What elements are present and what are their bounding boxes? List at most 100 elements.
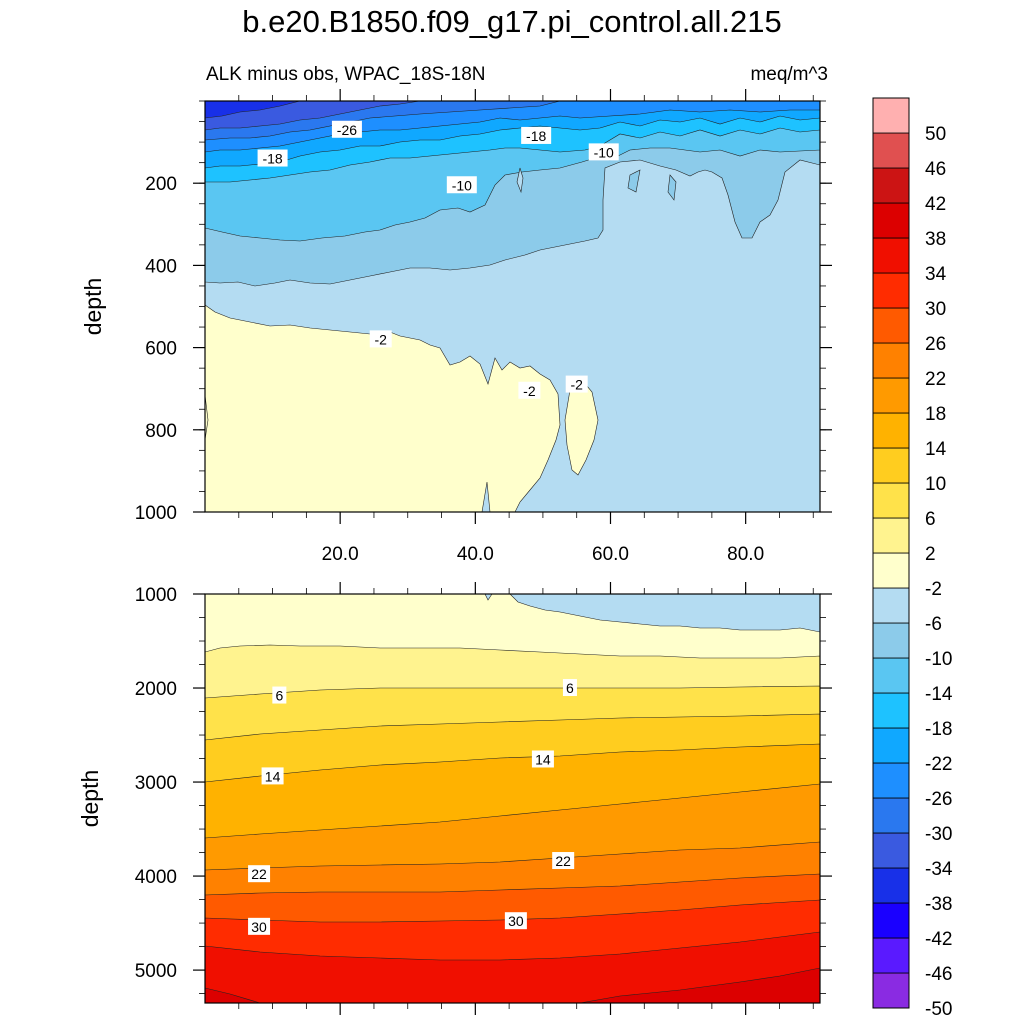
contour-label-text: -26	[337, 122, 357, 138]
contour-label-text: 30	[251, 919, 267, 935]
contour-label-text: -2	[570, 377, 583, 393]
contour-label: 6	[272, 686, 287, 704]
contour-label-text: -18	[262, 151, 282, 167]
colorbar-label: -46	[925, 964, 952, 985]
contour-label: -10	[446, 176, 477, 194]
contour-label-text: 22	[555, 853, 571, 869]
units-label: meq/m^3	[750, 64, 828, 85]
y-tick-label: 4000	[135, 867, 177, 888]
contour-label: 6	[562, 679, 577, 697]
contour-label-text: 14	[535, 751, 551, 767]
contour-label-text: -10	[594, 144, 614, 160]
contour-label-bg	[562, 679, 577, 697]
axis-labels: 200 400 600 800 1000 20.0 40.0 60.0 80.0 depth 100…	[77, 174, 764, 982]
contour-label: -18	[521, 126, 552, 144]
colorbar-frame	[872, 97, 910, 1009]
contour-label-bg	[272, 686, 287, 704]
colorbar-label: -30	[925, 824, 952, 845]
contour-label-text: -10	[452, 177, 472, 193]
x-tick-label: 40.0	[457, 544, 494, 565]
y-tick-label: 2000	[135, 679, 177, 700]
colorbar-label: 22	[925, 369, 946, 390]
contour-label-text: 14	[265, 768, 281, 784]
colorbar-label: 10	[925, 474, 946, 495]
colorbar-swatch	[872, 937, 910, 974]
colorbar-swatch	[872, 727, 910, 764]
contour-label-bg	[248, 917, 271, 935]
colorbar-swatch	[872, 972, 910, 1009]
contour-label: -10	[588, 143, 619, 161]
colorbar-swatch	[872, 237, 910, 274]
contour-label: -2	[369, 330, 392, 348]
colorbar-swatch	[872, 202, 910, 239]
colorbar-swatch	[872, 377, 910, 414]
colorbar-label: -10	[925, 649, 952, 670]
band-minus6-minus2-lower	[484, 594, 820, 633]
contour-label-bg	[518, 381, 541, 399]
colorbar-label: -14	[925, 684, 953, 705]
x-tick-label: 80.0	[727, 544, 764, 565]
contour-label-bg	[446, 176, 477, 194]
lower-plot-frame	[204, 593, 821, 1004]
contour-label-bg	[331, 120, 362, 138]
colorbar-swatch	[872, 552, 910, 589]
colorbar-label: 46	[925, 159, 946, 180]
contour-label-bg	[552, 852, 575, 870]
contour-speckle	[516, 167, 524, 194]
colorbar-label: -26	[925, 789, 952, 810]
colorbar-swatch	[872, 797, 910, 834]
colorbar-label: 34	[925, 264, 947, 285]
band-38-42-lower-left	[205, 987, 261, 1003]
colorbar-label: -34	[925, 859, 953, 880]
contour-label: 22	[248, 865, 271, 883]
contour-label: -2	[518, 381, 541, 399]
contour-label-text: 22	[251, 866, 267, 882]
contour-label-bg	[248, 865, 271, 883]
colorbar-label: 14	[925, 439, 947, 460]
contour-label-text: -2	[374, 331, 387, 347]
chart-title: b.e20.B1850.f09_g17.pi_control.all.215	[242, 4, 782, 39]
colorbar-label: 30	[925, 299, 946, 320]
colorbar-label: -50	[925, 999, 952, 1020]
colorbar-label: 26	[925, 334, 946, 355]
y-tick-label: 800	[145, 421, 177, 442]
contour-label: 14	[261, 767, 284, 785]
colorbar-swatch	[872, 517, 910, 554]
x-tick-label: 60.0	[592, 544, 629, 565]
y-axis-title: depth	[80, 278, 106, 336]
y-tick-label: 400	[145, 256, 177, 277]
contour-label-bg	[521, 126, 552, 144]
y-tick-label: 200	[145, 174, 177, 195]
colorbar-label: -38	[925, 894, 952, 915]
colorbar-label: 6	[925, 509, 936, 530]
colorbar-label: -22	[925, 754, 952, 775]
contour-label: -18	[257, 149, 288, 167]
contour-label: 22	[552, 852, 575, 870]
band-minus38-minus34	[205, 101, 301, 119]
colorbar-swatch	[872, 412, 910, 449]
y-tick-label: 5000	[135, 961, 177, 982]
contour-label: -26	[331, 120, 362, 138]
colorbar-swatch	[872, 342, 910, 379]
colorbar-label: 18	[925, 404, 946, 425]
colorbar-label: -42	[925, 929, 952, 950]
band-38-42-lower	[579, 967, 820, 1003]
colorbar-swatch	[872, 97, 910, 134]
colorbar-swatch	[872, 447, 910, 484]
lower-panel-fill	[205, 594, 820, 1003]
colorbar-swatch	[872, 132, 910, 169]
contour-label-text: -18	[526, 128, 546, 144]
colorbar-label: -18	[925, 719, 952, 740]
y-tick-label: 1000	[135, 503, 177, 524]
contour-label-text: 30	[508, 913, 524, 929]
colorbar-swatch	[872, 762, 910, 799]
colorbar-label: -6	[925, 614, 942, 635]
contour-label-bg	[504, 912, 527, 930]
y-tick-label: 3000	[135, 773, 177, 794]
band-minus2-2-edge	[205, 394, 209, 441]
colorbar-swatch	[872, 482, 910, 519]
colorbar-label: 50	[925, 124, 946, 145]
contour-speckle	[667, 174, 677, 201]
